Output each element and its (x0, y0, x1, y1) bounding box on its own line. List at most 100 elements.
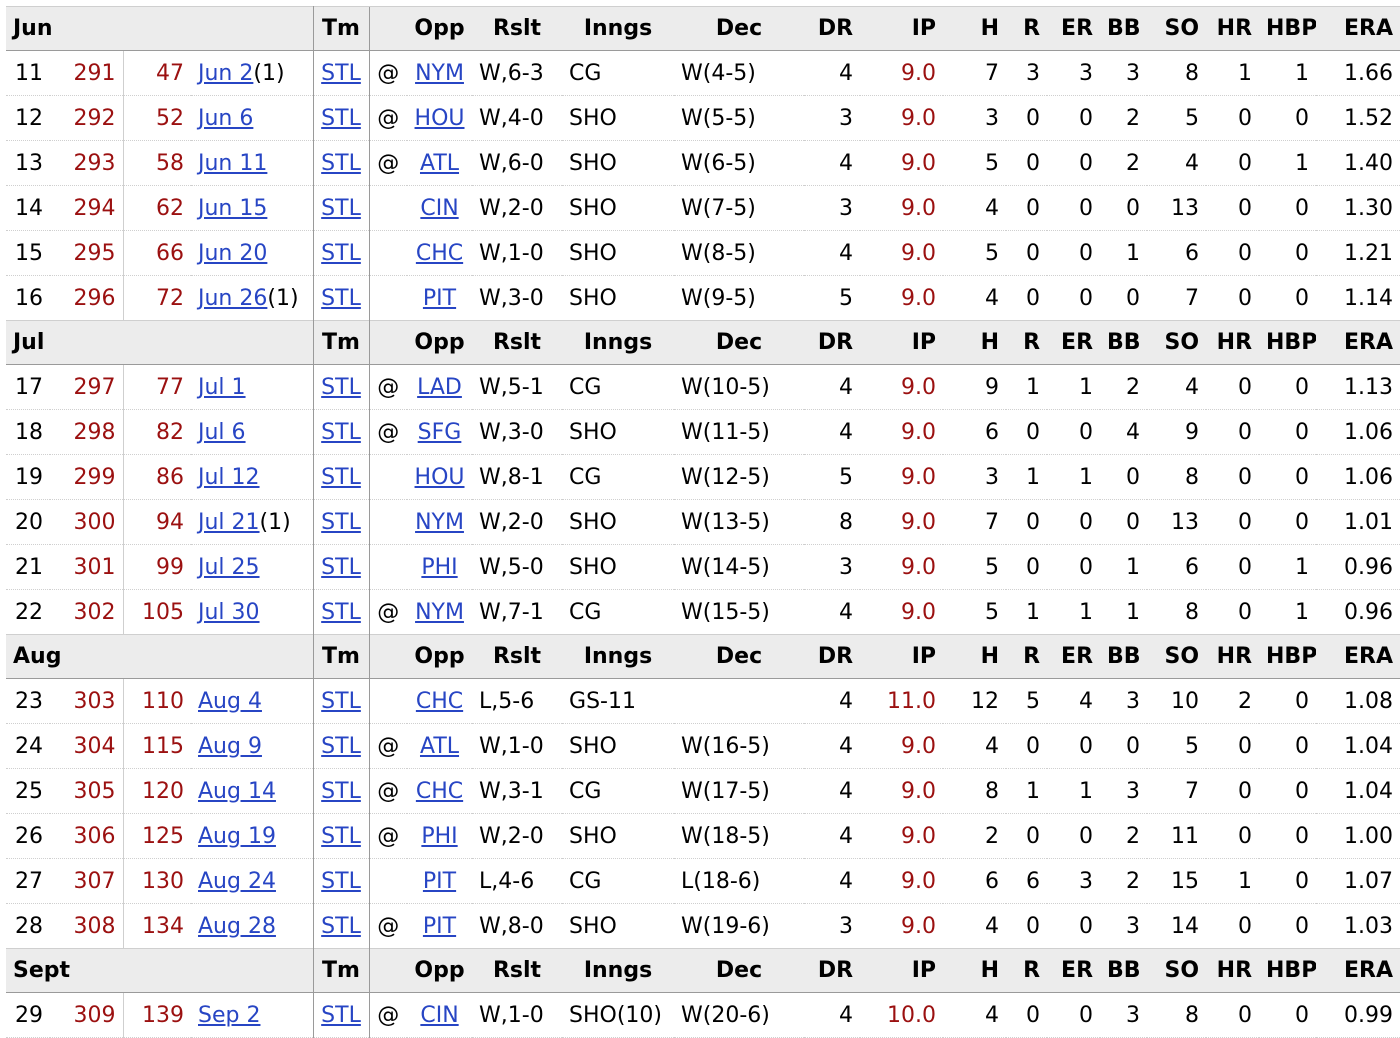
date-link[interactable]: Aug 24 (198, 868, 276, 894)
col-header-h[interactable]: H (943, 634, 1007, 679)
col-header-rslt[interactable]: Rslt (472, 634, 563, 679)
col-header-opp[interactable]: Opp (407, 320, 473, 365)
col-header-bb[interactable]: BB (1100, 634, 1148, 679)
team-link[interactable]: STL (321, 688, 361, 714)
opponent-link[interactable]: HOU (414, 105, 465, 131)
col-header-rslt[interactable]: Rslt (472, 6, 563, 51)
col-header-era[interactable]: ERA (1316, 948, 1400, 993)
col-header-bb[interactable]: BB (1100, 948, 1148, 993)
col-header-dr[interactable]: DR (804, 6, 861, 51)
col-header-dec[interactable]: Dec (674, 634, 805, 679)
team-link[interactable]: STL (321, 733, 361, 759)
opponent-link[interactable]: NYM (415, 599, 464, 625)
col-header-inngs[interactable]: Inngs (562, 634, 675, 679)
col-header-dec[interactable]: Dec (674, 6, 805, 51)
team-link[interactable]: STL (321, 1002, 361, 1028)
col-header-r[interactable]: R (1006, 320, 1048, 365)
date-link[interactable]: Aug 9 (198, 733, 262, 759)
opponent-link[interactable]: CIN (420, 195, 459, 221)
team-link[interactable]: STL (321, 778, 361, 804)
col-header-r[interactable]: R (1006, 6, 1048, 51)
col-header-opp[interactable]: Opp (407, 634, 473, 679)
col-header-at[interactable] (368, 6, 408, 51)
team-link[interactable]: STL (321, 599, 361, 625)
opponent-link[interactable]: NYM (415, 509, 464, 535)
col-header-hbp[interactable]: HBP (1259, 6, 1317, 51)
col-header-ip[interactable]: IP (860, 634, 944, 679)
team-link[interactable]: STL (321, 105, 361, 131)
date-link[interactable]: Jun 26 (198, 285, 268, 311)
col-header-bb[interactable]: BB (1100, 320, 1148, 365)
opponent-link[interactable]: NYM (415, 60, 464, 86)
col-header-dr[interactable]: DR (804, 948, 861, 993)
col-header-h[interactable]: H (943, 320, 1007, 365)
opponent-link[interactable]: CHC (415, 778, 464, 804)
team-link[interactable]: STL (321, 464, 361, 490)
col-header-hr[interactable]: HR (1206, 320, 1260, 365)
col-header-tm[interactable]: Tm (312, 634, 370, 679)
col-header-dec[interactable]: Dec (674, 948, 805, 993)
col-header-at[interactable] (368, 320, 408, 365)
opponent-link[interactable]: ATL (419, 733, 460, 759)
col-header-dr[interactable]: DR (804, 320, 861, 365)
date-link[interactable]: Jun 20 (198, 240, 268, 266)
team-link[interactable]: STL (321, 195, 361, 221)
col-header-era[interactable]: ERA (1316, 634, 1400, 679)
team-link[interactable]: STL (321, 374, 361, 400)
col-header-tm[interactable]: Tm (312, 948, 370, 993)
date-link[interactable]: Jun 2 (198, 60, 254, 86)
col-header-so[interactable]: SO (1147, 634, 1207, 679)
col-header-r[interactable]: R (1006, 634, 1048, 679)
opponent-link[interactable]: PIT (422, 285, 457, 311)
team-link[interactable]: STL (321, 823, 361, 849)
col-header-hbp[interactable]: HBP (1259, 634, 1317, 679)
opponent-link[interactable]: ATL (419, 150, 460, 176)
date-link[interactable]: Aug 28 (198, 913, 276, 939)
col-header-hr[interactable]: HR (1206, 6, 1260, 51)
date-link[interactable]: Jul 1 (198, 374, 246, 400)
team-link[interactable]: STL (321, 419, 361, 445)
date-link[interactable]: Jul 25 (198, 554, 260, 580)
date-link[interactable]: Aug 4 (198, 688, 262, 714)
col-header-era[interactable]: ERA (1316, 6, 1400, 51)
team-link[interactable]: STL (321, 509, 361, 535)
opponent-link[interactable]: PIT (422, 868, 457, 894)
opponent-link[interactable]: CHC (415, 688, 464, 714)
team-link[interactable]: STL (321, 554, 361, 580)
opponent-link[interactable]: PHI (421, 823, 458, 849)
date-link[interactable]: Aug 19 (198, 823, 276, 849)
col-header-dec[interactable]: Dec (674, 320, 805, 365)
opponent-link[interactable]: PIT (422, 913, 457, 939)
col-header-hr[interactable]: HR (1206, 948, 1260, 993)
col-header-tm[interactable]: Tm (312, 6, 370, 51)
col-header-so[interactable]: SO (1147, 948, 1207, 993)
col-header-tm[interactable]: Tm (312, 320, 370, 365)
date-link[interactable]: Jun 15 (198, 195, 268, 221)
col-header-inngs[interactable]: Inngs (562, 320, 675, 365)
col-header-opp[interactable]: Opp (407, 948, 473, 993)
col-header-bb[interactable]: BB (1100, 6, 1148, 51)
col-header-rslt[interactable]: Rslt (472, 948, 563, 993)
opponent-link[interactable]: CIN (420, 1002, 459, 1028)
team-link[interactable]: STL (321, 868, 361, 894)
col-header-er[interactable]: ER (1047, 320, 1101, 365)
team-link[interactable]: STL (321, 240, 361, 266)
col-header-so[interactable]: SO (1147, 320, 1207, 365)
date-link[interactable]: Jun 6 (198, 105, 254, 131)
opponent-link[interactable]: LAD (417, 374, 462, 400)
col-header-inngs[interactable]: Inngs (562, 948, 675, 993)
col-header-ip[interactable]: IP (860, 320, 944, 365)
date-link[interactable]: Jun 11 (198, 150, 268, 176)
date-link[interactable]: Aug 14 (198, 778, 276, 804)
col-header-er[interactable]: ER (1047, 6, 1101, 51)
col-header-at[interactable] (368, 634, 408, 679)
col-header-at[interactable] (368, 948, 408, 993)
col-header-hbp[interactable]: HBP (1259, 948, 1317, 993)
col-header-rslt[interactable]: Rslt (472, 320, 563, 365)
opponent-link[interactable]: HOU (414, 464, 465, 490)
col-header-ip[interactable]: IP (860, 948, 944, 993)
opponent-link[interactable]: PHI (421, 554, 458, 580)
date-link[interactable]: Jul 12 (198, 464, 260, 490)
team-link[interactable]: STL (321, 60, 361, 86)
col-header-er[interactable]: ER (1047, 948, 1101, 993)
